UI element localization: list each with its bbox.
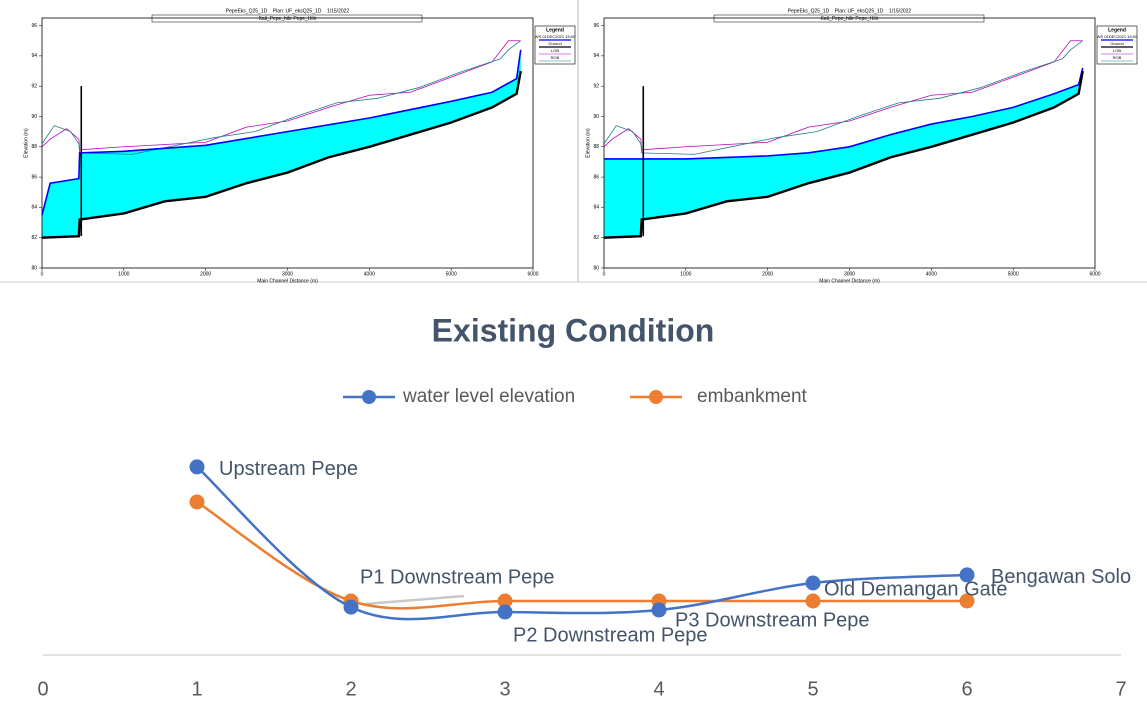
y-tick-label: 84 (593, 205, 599, 211)
series-line (603, 70, 1084, 239)
y-tick-label: 94 (31, 53, 37, 59)
point (189, 459, 205, 475)
point-label: P3 Downstream Pepe (675, 609, 870, 631)
leader-line (364, 594, 465, 606)
y-tick-label: 94 (593, 53, 599, 59)
point-label: Bengawan Solo (991, 566, 1131, 588)
x-tick-label: 4000 (364, 271, 375, 277)
series-line (41, 40, 521, 151)
legend-title: Legend (1108, 27, 1126, 33)
y-tick-label: 86 (31, 174, 37, 180)
legend-marker (362, 390, 376, 404)
series-line (603, 40, 1083, 151)
subtitle-box (151, 14, 423, 23)
x-tick-label: 5000 (446, 271, 457, 277)
x-tick-label: 6000 (527, 271, 538, 277)
y-tick-label: 90 (593, 114, 599, 120)
y-tick-label: 90 (31, 114, 37, 120)
x-tick-label: 4 (653, 678, 664, 700)
point-label: P1 Downstream Pepe (360, 566, 555, 588)
x-axis-label: Main Channel Distance (m) (819, 278, 880, 284)
x-tick-label: 6000 (1089, 271, 1100, 277)
legend-label: water level elevation (402, 386, 575, 407)
y-tick-label: 82 (31, 235, 37, 241)
x-tick-label: 5 (807, 678, 818, 700)
x-tick-label: 1000 (680, 271, 691, 277)
series-line (603, 40, 1083, 155)
legend-label: ROB (1113, 55, 1122, 60)
point (959, 567, 975, 583)
x-tick-label: 3000 (844, 271, 855, 277)
point (343, 599, 359, 615)
legend-marker (649, 390, 663, 404)
x-tick-label: 0 (41, 271, 44, 277)
series-line (604, 67, 1084, 160)
point (805, 593, 821, 609)
y-tick-label: 92 (31, 84, 37, 90)
series-line (41, 70, 522, 239)
legend-label: WS 01DEC2021 15:00 (535, 34, 576, 39)
x-tick-label: 3 (499, 678, 510, 700)
series-line (41, 49, 522, 216)
x-tick-label: 6 (961, 678, 972, 700)
x-tick-label: 2000 (200, 271, 211, 277)
x-tick-label: 7 (1115, 678, 1126, 700)
x-tick-label: 0 (37, 678, 48, 700)
y-tick-label: 82 (593, 235, 599, 241)
water-fill (42, 49, 521, 238)
point-label: P2 Downstream Pepe (513, 624, 708, 646)
point (189, 494, 205, 510)
y-tick-label: 86 (593, 174, 599, 180)
legend-label: ROB (551, 55, 560, 60)
y-tick-label: 80 (593, 265, 599, 271)
y-tick-label: 96 (593, 23, 599, 29)
x-tick-label: 1000 (118, 271, 129, 277)
point (651, 602, 667, 618)
chart-subtitle: Kali_Pepe_hilir Pepe_Hilir (821, 16, 879, 22)
y-tick-label: 80 (31, 265, 37, 271)
series-line (41, 40, 521, 155)
chart-subtitle: Kali_Pepe_hilir Pepe_Hilir (259, 16, 317, 22)
subtitle-box (713, 14, 985, 23)
point (497, 604, 513, 620)
chart-title: PepeEks_Q25_1D Plan: UF_eksQ25_1D 1/15/2… (226, 8, 350, 14)
point-label: Old Demangan Gate (824, 578, 1007, 600)
legend-label: Ground (548, 41, 561, 46)
x-axis-label: Main Channel Distance (m) (257, 278, 318, 284)
x-tick-label: 3000 (282, 271, 293, 277)
legend-label: WS 01DEC2021 15:00 (1097, 34, 1138, 39)
legend-label: LOB (1113, 48, 1121, 53)
point (497, 593, 513, 609)
y-tick-label: 96 (31, 23, 37, 29)
legend-label: embankment (697, 386, 808, 407)
series-line (196, 465, 968, 621)
y-axis-label: Elevation (m) (23, 128, 29, 158)
legend-box (534, 25, 576, 65)
x-tick-label: 1 (191, 678, 202, 700)
point (805, 575, 821, 591)
x-tick-label: 2 (345, 678, 356, 700)
point-label: Upstream Pepe (219, 458, 358, 480)
y-tick-label: 88 (593, 144, 599, 150)
legend-box (1096, 25, 1138, 65)
x-tick-label: 2000 (762, 271, 773, 277)
y-tick-label: 88 (31, 144, 37, 150)
chart-title: PepeEks_Q25_1D Plan: UF_eksQ25_1D 1/15/2… (788, 8, 912, 14)
x-tick-label: 4000 (926, 271, 937, 277)
x-tick-label: 5000 (1008, 271, 1019, 277)
legend-label: LOB (551, 48, 559, 53)
y-axis-label: Elevation (m) (585, 128, 591, 158)
point (959, 593, 975, 609)
y-tick-label: 92 (593, 84, 599, 90)
x-tick-label: 0 (603, 271, 606, 277)
legend-label: Ground (1110, 41, 1123, 46)
water-fill (604, 68, 1083, 238)
chart-title: Existing Condition (432, 312, 715, 348)
legend-title: Legend (546, 27, 564, 33)
y-tick-label: 84 (31, 205, 37, 211)
